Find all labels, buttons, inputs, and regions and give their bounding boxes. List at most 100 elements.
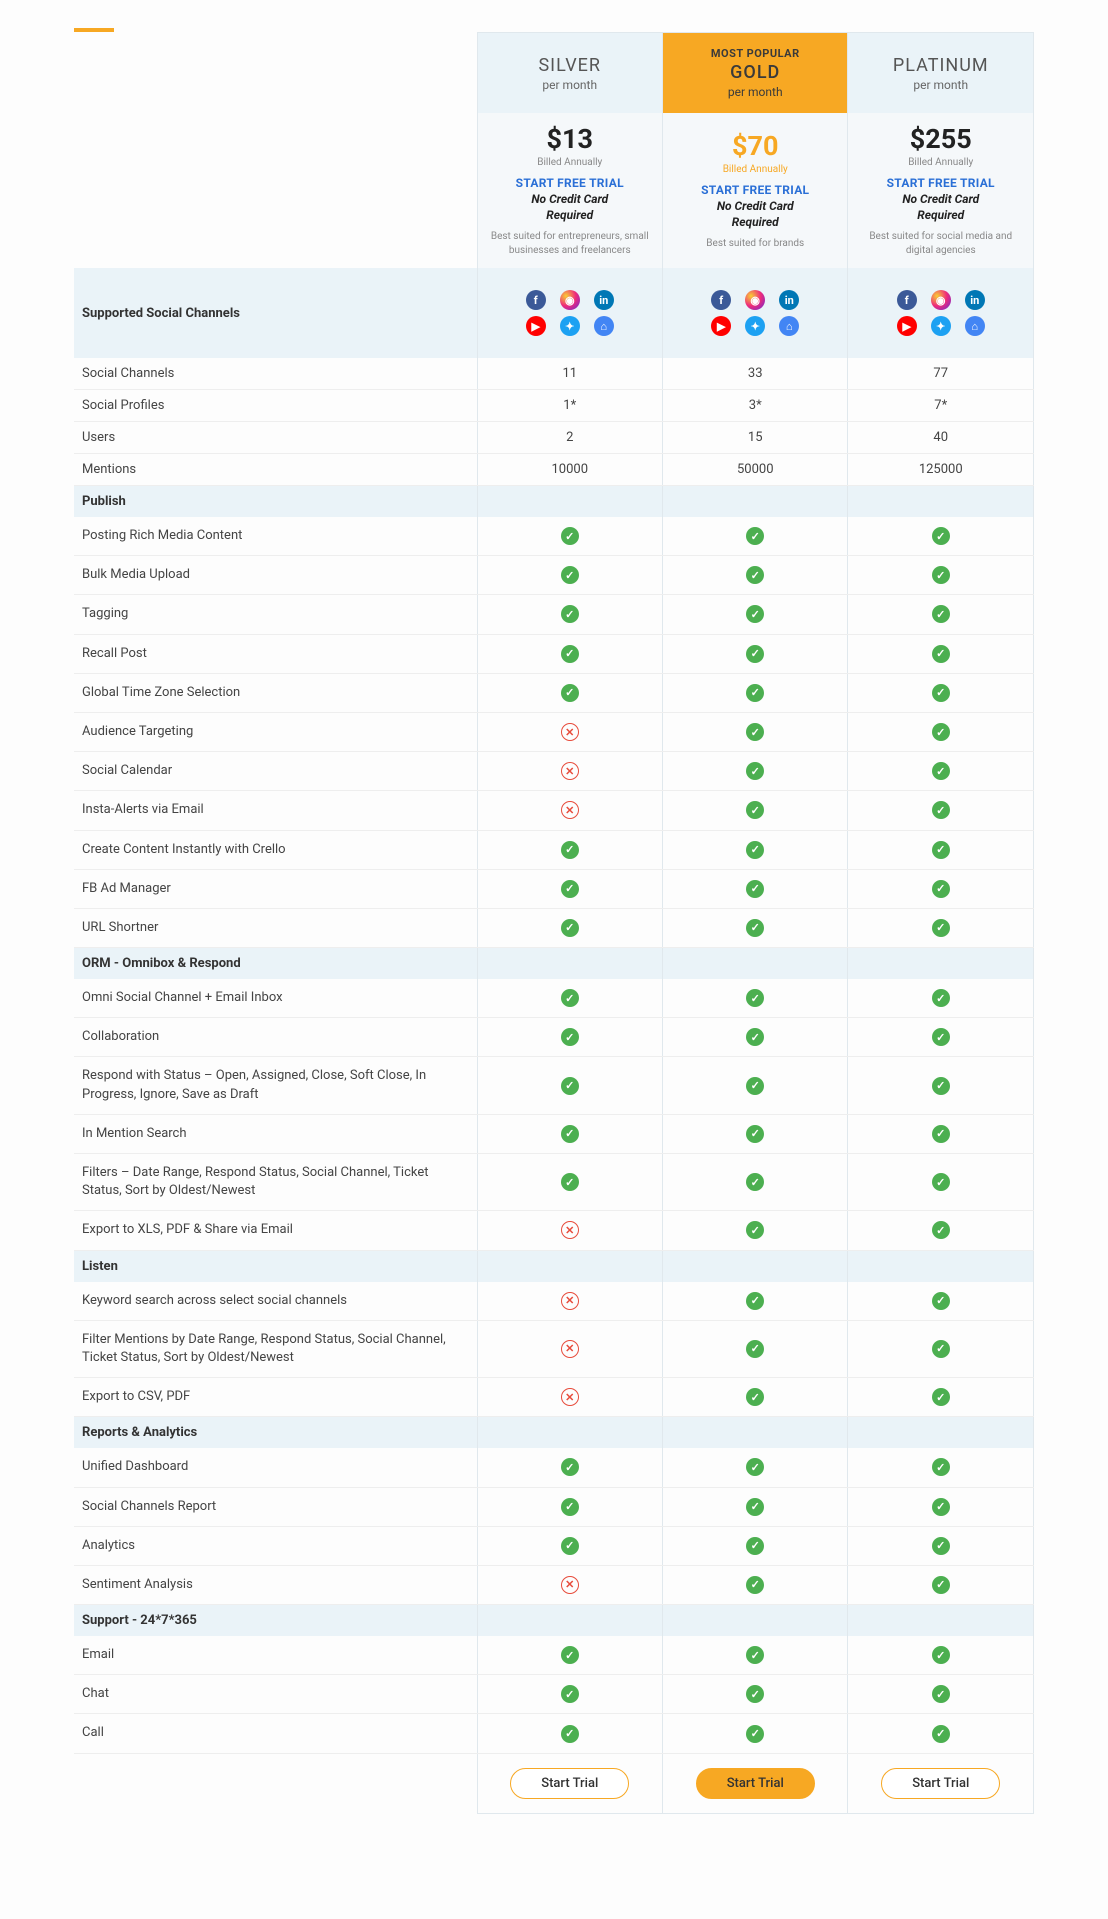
- check-icon: ✓: [746, 566, 764, 584]
- feature-label: Posting Rich Media Content: [74, 517, 477, 556]
- feature-label: Unified Dashboard: [74, 1448, 477, 1487]
- feature-value: ✓: [848, 556, 1034, 595]
- feature-value: ✓: [477, 908, 662, 947]
- feature-value: ✓: [663, 556, 848, 595]
- feature-value: ✓: [477, 1018, 662, 1057]
- check-icon: ✓: [932, 1685, 950, 1703]
- instagram-icon: ◉: [931, 290, 951, 310]
- check-icon: ✓: [746, 1221, 764, 1239]
- feature-label: Analytics: [74, 1526, 477, 1565]
- feature-value: ✓: [848, 673, 1034, 712]
- footer-cta-cell: Start Trial: [663, 1753, 848, 1813]
- billed-label: Billed Annually: [486, 157, 654, 168]
- feature-value: ✓: [848, 1211, 1034, 1250]
- start-free-trial-link[interactable]: START FREE TRIAL: [856, 176, 1025, 190]
- start-free-trial-link[interactable]: START FREE TRIAL: [486, 176, 654, 190]
- feature-value: ✓: [477, 517, 662, 556]
- most-popular-badge: MOST POPULAR: [671, 47, 839, 60]
- feature-value: ✓: [663, 1714, 848, 1753]
- feature-value: ✓: [848, 1057, 1034, 1114]
- start-trial-button[interactable]: Start Trial: [510, 1768, 629, 1799]
- feature-value: ✕: [477, 1211, 662, 1250]
- no-credit-card-label: Required: [671, 215, 839, 229]
- feature-label: Keyword search across select social chan…: [74, 1282, 477, 1321]
- start-trial-button[interactable]: Start Trial: [696, 1768, 815, 1799]
- best-suited-label: Best suited for brands: [671, 237, 839, 251]
- feature-value: ✓: [663, 517, 848, 556]
- check-icon: ✓: [746, 723, 764, 741]
- check-icon: ✓: [932, 605, 950, 623]
- feature-value: ✕: [477, 1565, 662, 1604]
- feature-value: ✓: [848, 1714, 1034, 1753]
- check-icon: ✓: [561, 645, 579, 663]
- check-icon: ✓: [932, 1028, 950, 1046]
- check-icon: ✓: [561, 989, 579, 1007]
- plan-header-platinum: PLATINUMper month: [848, 33, 1034, 114]
- check-icon: ✓: [561, 1498, 579, 1516]
- check-icon: ✓: [746, 605, 764, 623]
- metric-value: 33: [663, 358, 848, 390]
- feature-value: ✓: [663, 1057, 848, 1114]
- footer-cta-cell: Start Trial: [848, 1753, 1034, 1813]
- gmb-icon: ⌂: [779, 316, 799, 336]
- metric-value: 40: [848, 422, 1034, 454]
- feature-value: ✓: [477, 595, 662, 634]
- check-icon: ✓: [746, 1028, 764, 1046]
- feature-label: Insta-Alerts via Email: [74, 791, 477, 830]
- feature-value: ✕: [477, 791, 662, 830]
- cross-icon: ✕: [561, 723, 579, 741]
- feature-value: ✓: [477, 1448, 662, 1487]
- check-icon: ✓: [746, 801, 764, 819]
- per-month-label: per month: [671, 85, 839, 99]
- cross-icon: ✕: [561, 762, 579, 780]
- metric-value: 77: [848, 358, 1034, 390]
- feature-value: ✓: [663, 1636, 848, 1675]
- feature-label: Tagging: [74, 595, 477, 634]
- feature-value: ✓: [663, 830, 848, 869]
- start-free-trial-link[interactable]: START FREE TRIAL: [671, 183, 839, 197]
- feature-label: Email: [74, 1636, 477, 1675]
- feature-value: ✓: [477, 556, 662, 595]
- check-icon: ✓: [561, 1725, 579, 1743]
- pricing-table: SILVERper monthMOST POPULARGOLDper month…: [74, 32, 1034, 1814]
- feature-value: ✓: [663, 908, 848, 947]
- feature-label: Omni Social Channel + Email Inbox: [74, 979, 477, 1018]
- feature-value: ✓: [477, 673, 662, 712]
- instagram-icon: ◉: [745, 290, 765, 310]
- check-icon: ✓: [932, 989, 950, 1007]
- feature-label: Call: [74, 1714, 477, 1753]
- check-icon: ✓: [561, 841, 579, 859]
- feature-value: ✓: [477, 1636, 662, 1675]
- start-trial-button[interactable]: Start Trial: [881, 1768, 1000, 1799]
- check-icon: ✓: [932, 1340, 950, 1358]
- feature-value: ✓: [848, 1282, 1034, 1321]
- check-icon: ✓: [932, 1725, 950, 1743]
- gmb-icon: ⌂: [594, 316, 614, 336]
- feature-label: Filter Mentions by Date Range, Respond S…: [74, 1320, 477, 1377]
- linkedin-icon: in: [594, 290, 614, 310]
- feature-label: Bulk Media Upload: [74, 556, 477, 595]
- check-icon: ✓: [932, 1458, 950, 1476]
- check-icon: ✓: [746, 1725, 764, 1743]
- plan-header-silver: SILVERper month: [477, 33, 662, 114]
- price: $70: [671, 130, 839, 162]
- feature-value: ✓: [477, 979, 662, 1018]
- feature-label: Export to XLS, PDF & Share via Email: [74, 1211, 477, 1250]
- check-icon: ✓: [746, 841, 764, 859]
- feature-value: ✓: [477, 830, 662, 869]
- metric-value: 10000: [477, 454, 662, 486]
- feature-value: ✓: [848, 830, 1034, 869]
- billed-label: Billed Annually: [671, 164, 839, 175]
- per-month-label: per month: [856, 78, 1025, 92]
- feature-value: ✓: [848, 712, 1034, 751]
- best-suited-label: Best suited for entrepreneurs, small bus…: [486, 230, 654, 258]
- feature-value: ✓: [663, 1565, 848, 1604]
- check-icon: ✓: [561, 1685, 579, 1703]
- feature-label: Chat: [74, 1675, 477, 1714]
- check-icon: ✓: [561, 1028, 579, 1046]
- feature-value: ✓: [848, 1320, 1034, 1377]
- plan-header-gold: MOST POPULARGOLDper month: [663, 33, 848, 114]
- check-icon: ✓: [746, 527, 764, 545]
- feature-label: Create Content Instantly with Crello: [74, 830, 477, 869]
- facebook-icon: f: [711, 290, 731, 310]
